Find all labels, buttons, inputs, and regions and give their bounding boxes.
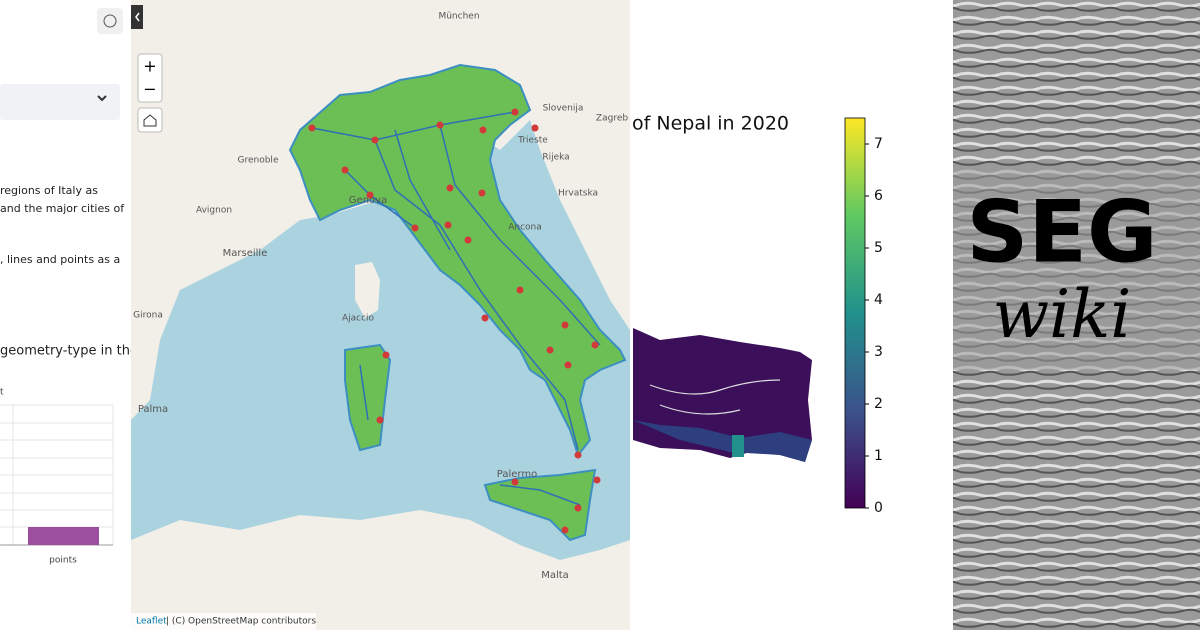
map-label: Slovenija [543,104,584,114]
colorbar-tick-label: 7 [874,136,883,152]
dropdown[interactable] [0,84,120,120]
map-label: Trieste [517,136,548,146]
paragraph-line: , lines and points as a [0,253,120,266]
map-label: Genova [349,195,387,206]
home-button[interactable] [137,107,163,133]
nepal-patch [732,435,744,457]
colorbar [844,117,866,509]
seg-backdrop [953,170,1200,370]
heading: geometry-type in the [0,344,138,359]
map-labels: München Slovenija Zagreb Trieste Rijeka … [133,12,628,582]
colorbar-tick-label: 0 [874,500,883,516]
map-label: München [438,12,479,22]
map-label: Girona [133,311,163,321]
colorbar-tick-label: 2 [874,396,883,412]
collapse-icon [135,12,140,22]
chart-label: t [0,388,4,398]
home-icon [143,114,157,127]
map-label: Hrvatska [558,189,598,199]
bar [28,527,99,545]
nepal-south [633,420,812,462]
map-label: Ajaccio [342,314,375,324]
map-label: Malta [541,570,569,581]
map-label: Ancona [508,223,542,233]
city-points [308,108,601,534]
region-sicily [483,468,597,542]
zoom-out[interactable]: − [143,80,156,99]
colorbar-tick-label: 5 [874,240,883,256]
map-label: Grenoble [238,156,279,166]
map-label: Rijeka [542,153,569,163]
map-label: Zagreb [596,114,628,124]
chevron [97,95,107,102]
map-label: Marseille [223,248,268,259]
zoom-control [137,53,163,103]
colorbar-tick-label: 6 [874,188,883,204]
zoom-in[interactable]: + [143,57,156,76]
region-sardinia [344,343,392,452]
nepal-panel [630,0,953,630]
map-label: Palermo [497,469,537,480]
rivers [649,379,781,415]
attribution: | (C) OpenStreetMap contributors [166,617,316,627]
paragraph-line: and the major cities of [0,202,125,215]
info-icon [103,14,117,28]
nepal-title: of Nepal in 2020 [632,113,789,135]
seg-subtitle: wiki [993,276,1132,353]
map-label: Palma [138,404,168,415]
attribution-box [131,613,316,630]
info-button[interactable] [97,8,123,34]
map[interactable]: München Slovenija Zagreb Trieste Rijeka … [131,0,630,630]
region-mainland [288,63,627,458]
colorbar-tick-label: 4 [874,292,883,308]
seg-logo: SEG [966,182,1157,282]
colorbar-tick-label: 3 [874,344,883,360]
x-tick-label: points [49,556,77,566]
attribution-link[interactable]: Leaflet [136,617,167,627]
map-label: Avignon [196,206,232,216]
collapse-button[interactable] [131,5,143,29]
paragraph-line: regions of Italy as [0,184,98,197]
colorbar-tick-label: 1 [874,448,883,464]
